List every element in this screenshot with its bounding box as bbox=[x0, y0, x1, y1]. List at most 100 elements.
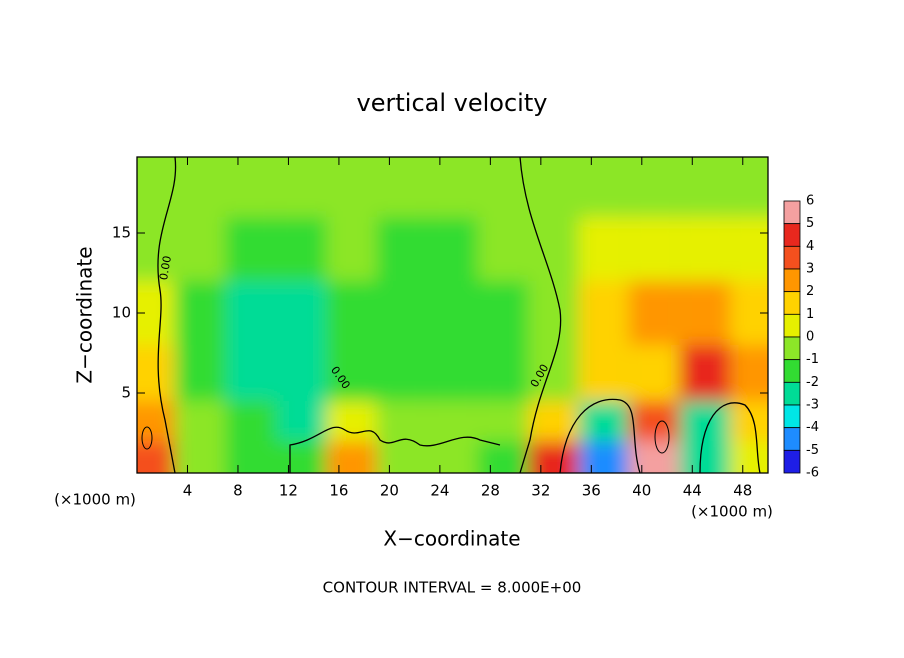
x-axis-label: X−coordinate bbox=[383, 527, 520, 551]
colorbar-swatch bbox=[783, 381, 801, 406]
field-cell bbox=[730, 401, 768, 441]
field-cell bbox=[376, 157, 428, 217]
field-cell bbox=[326, 217, 377, 281]
field-cell bbox=[427, 345, 478, 401]
field-cell bbox=[174, 441, 226, 473]
x-tick-label: 8 bbox=[233, 482, 243, 500]
x-tick-label: 4 bbox=[183, 482, 193, 500]
field-cell bbox=[730, 157, 768, 217]
contour-line bbox=[157, 157, 761, 473]
x-tick-label: 28 bbox=[481, 482, 500, 500]
field-cell bbox=[174, 345, 226, 401]
field-cell bbox=[326, 157, 377, 217]
x-tick-label: 32 bbox=[531, 482, 550, 500]
field-cell bbox=[528, 281, 579, 345]
colorbar-label: 0 bbox=[806, 330, 814, 345]
colorbar-swatch bbox=[783, 427, 801, 451]
colorbar-swatch bbox=[783, 359, 801, 383]
field-cell bbox=[629, 345, 680, 401]
colorbar-label: -6 bbox=[806, 466, 819, 481]
field-cell bbox=[679, 281, 731, 345]
x-unit-label: (×1000 m) bbox=[691, 503, 773, 521]
field-cell bbox=[477, 441, 529, 473]
field-cell bbox=[427, 281, 478, 345]
field-cell bbox=[730, 441, 768, 473]
colorbar-swatch bbox=[783, 223, 801, 247]
x-tick-label: 48 bbox=[733, 482, 752, 500]
colorbar-label: 4 bbox=[806, 239, 814, 254]
colorbar-swatch bbox=[783, 336, 801, 361]
field-cell bbox=[225, 217, 276, 281]
field-cell bbox=[427, 401, 478, 441]
field-cell bbox=[275, 281, 327, 345]
colorbar-label: 5 bbox=[806, 216, 814, 231]
y-tick-label: 5 bbox=[121, 384, 131, 402]
colorbar-label: 2 bbox=[806, 284, 814, 299]
plot-frame bbox=[136, 156, 769, 474]
field-cell bbox=[679, 157, 731, 217]
field-cell bbox=[528, 441, 579, 473]
colorbar-label: 1 bbox=[806, 307, 814, 322]
colorbar-swatch bbox=[783, 291, 801, 315]
field-cell bbox=[225, 401, 276, 441]
field-cell bbox=[679, 345, 731, 401]
chart-title: vertical velocity bbox=[357, 89, 548, 117]
field-cell bbox=[578, 345, 630, 401]
x-tick-label: 12 bbox=[279, 482, 298, 500]
field-cell bbox=[528, 401, 579, 441]
footer-note: CONTOUR INTERVAL = 8.000E+00 bbox=[323, 579, 582, 597]
field-cell bbox=[578, 157, 630, 217]
field-cells bbox=[137, 157, 768, 473]
field bbox=[137, 157, 768, 473]
colorbar-swatch bbox=[783, 404, 801, 429]
field-cell bbox=[326, 345, 377, 401]
contour-label: 0.00 bbox=[157, 255, 174, 281]
field-cell bbox=[376, 281, 428, 345]
field-cell bbox=[376, 401, 428, 441]
y-tick-label: 10 bbox=[112, 304, 131, 322]
field-cell bbox=[629, 217, 680, 281]
field-cell bbox=[477, 345, 529, 401]
field-cell bbox=[477, 217, 529, 281]
field-cell bbox=[477, 157, 529, 217]
field-cell bbox=[730, 345, 768, 401]
colorbar-label: -3 bbox=[806, 398, 819, 413]
x-tick-label: 24 bbox=[430, 482, 449, 500]
x-tick-label: 40 bbox=[632, 482, 651, 500]
field-cell bbox=[225, 281, 276, 345]
x-tick-label: 20 bbox=[380, 482, 399, 500]
field-cell bbox=[427, 217, 478, 281]
field-cell bbox=[174, 157, 226, 217]
field-cell bbox=[427, 441, 478, 473]
field-cell bbox=[578, 401, 630, 441]
y-axis-label: Z−coordinate bbox=[73, 246, 97, 383]
field-cell bbox=[528, 345, 579, 401]
field-cell bbox=[578, 441, 630, 473]
contour-line bbox=[654, 420, 670, 454]
field-cell bbox=[578, 217, 630, 281]
field-cell bbox=[427, 157, 478, 217]
colorbar-label: 3 bbox=[806, 262, 814, 277]
colorbar-label: 6 bbox=[806, 194, 814, 209]
field-cell bbox=[137, 345, 175, 401]
colorbar-swatch bbox=[783, 200, 801, 225]
field-cell bbox=[477, 401, 529, 441]
field-cell bbox=[174, 401, 226, 441]
field-cell bbox=[137, 401, 175, 441]
field-cell bbox=[679, 441, 731, 473]
contour-line bbox=[141, 426, 153, 450]
field-cell bbox=[578, 281, 630, 345]
field-cell bbox=[225, 345, 276, 401]
field-cell bbox=[629, 281, 680, 345]
colorbar-swatch bbox=[783, 449, 801, 474]
x-tick-label: 36 bbox=[582, 482, 601, 500]
field-cell bbox=[275, 157, 327, 217]
field-cell bbox=[730, 217, 768, 281]
colorbar-swatch bbox=[783, 313, 801, 338]
field-cell bbox=[174, 281, 226, 345]
field-cell bbox=[528, 217, 579, 281]
field-cell bbox=[528, 157, 579, 217]
colorbar-label: -4 bbox=[806, 420, 819, 435]
field-cell bbox=[376, 217, 428, 281]
